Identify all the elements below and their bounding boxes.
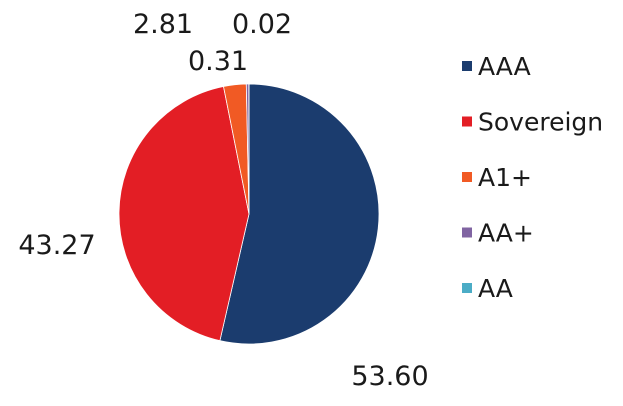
data-label-a1: 2.81 <box>133 9 193 40</box>
legend-label-sovereign: Sovereign <box>478 108 603 137</box>
pie-slice-sovereign <box>118 86 250 342</box>
legend-swatch-aa <box>462 227 472 238</box>
legend-swatch-a1 <box>462 172 472 182</box>
data-label-aa: 0.02 <box>232 9 292 40</box>
data-labels: 53.60 43.27 2.81 0.31 0.02 <box>18 9 428 392</box>
legend-item-aa: AA+ <box>462 219 534 248</box>
legend-item-a1: A1+ <box>462 163 532 192</box>
pie-slices <box>118 83 380 345</box>
data-label-aaa: 53.60 <box>351 361 428 392</box>
legend-swatch-aaa <box>462 61 472 71</box>
legend-swatch-sovereign <box>462 116 472 127</box>
legend-label-aa: AA <box>478 274 513 303</box>
data-label-sovereign: 43.27 <box>18 230 95 261</box>
legend-item-aa: AA <box>462 274 513 303</box>
legend: AAA Sovereign A1+ AA+ AA <box>462 52 603 303</box>
legend-label-a1: A1+ <box>478 163 532 192</box>
pie-slice-aaa <box>219 83 380 345</box>
legend-label-aaa: AAA <box>478 52 531 81</box>
legend-swatch-aa <box>462 283 472 293</box>
legend-label-aa: AA+ <box>478 219 534 248</box>
data-label-aa: 0.31 <box>188 46 248 77</box>
legend-item-sovereign: Sovereign <box>462 108 603 137</box>
legend-item-aaa: AAA <box>462 52 531 81</box>
